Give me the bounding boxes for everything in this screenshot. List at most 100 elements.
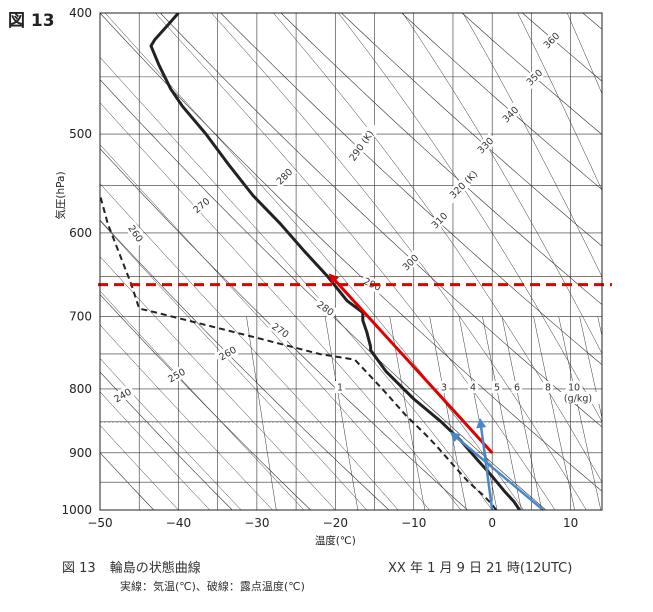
label-bg — [497, 101, 523, 127]
moist-adiabat-line — [272, 13, 602, 483]
dry-adiabat-line — [100, 294, 311, 510]
label-bg — [542, 381, 554, 393]
y-tick-label: 600 — [69, 226, 92, 240]
label-bg — [163, 364, 190, 387]
label-bg — [109, 384, 136, 407]
caption-legend-note: 実線：気温(℃)、破線：露点温度(℃) — [120, 580, 305, 593]
mixing-ratio-label: 1 — [337, 383, 343, 394]
moist-adiabat-line — [517, 13, 602, 191]
mixing-ratio-label: 3 — [441, 383, 447, 394]
y-tick-label: 400 — [69, 6, 92, 20]
caption-date: XX 年 1 月 9 日 21 時(12UTC) — [388, 561, 573, 576]
dry-adiabat-line — [159, 13, 602, 428]
grid-layer — [0, 0, 653, 510]
label-bg — [312, 296, 339, 320]
label-bg — [124, 220, 148, 247]
figure-caption: 図 13 輪島の状態曲線 — [62, 557, 201, 576]
label-bg — [214, 342, 241, 365]
plot-frame — [99, 12, 603, 511]
caption-number: 図 13 — [62, 561, 96, 576]
label-bg — [467, 381, 479, 393]
x-tick-label: 0 — [488, 516, 496, 530]
label-bg — [441, 162, 485, 206]
x-tick-label: −30 — [244, 516, 269, 530]
dry-adiabat-line — [100, 219, 390, 510]
mixing-ratio-label: 6 — [514, 383, 520, 394]
dry-adiabat-line — [340, 13, 602, 247]
mixing-ratio-line — [533, 316, 575, 510]
moist-adiabat-line — [462, 13, 602, 278]
mixing-ratio-line — [501, 316, 542, 510]
label-bg — [521, 64, 547, 90]
dry-adiabat-line — [100, 148, 468, 510]
dry-adiabat-line — [100, 79, 547, 510]
y-tick-label: 500 — [69, 127, 92, 141]
moist-adiabat-line — [100, 324, 273, 510]
moist-adiabat-line — [100, 220, 367, 510]
dry-adiabat-line — [575, 0, 653, 510]
label-bg — [472, 132, 498, 158]
blue-arrow — [476, 417, 494, 511]
dewpoint-line — [100, 191, 497, 510]
dry-adiabat-line — [0, 0, 75, 510]
series-layer — [100, 13, 521, 510]
dry-adiabat-line — [521, 13, 602, 82]
label-bg — [267, 318, 294, 342]
mixing-ratio-label: (g/kg) — [564, 394, 592, 405]
dry-adiabat-line — [461, 13, 602, 135]
y-tick-label: 800 — [69, 382, 92, 396]
mixing-ratio-label: 10 — [568, 383, 580, 394]
mixing-ratio-line — [597, 316, 602, 338]
mixing-ratio-line — [558, 316, 602, 510]
moist-adiabat-line — [100, 424, 179, 510]
label-bg — [397, 249, 423, 275]
axis-layer: −50 −40 −30 −20 −10 0 10 1000 900 800 700 600 500 400… — [54, 6, 578, 547]
label-bg — [556, 392, 600, 404]
x-tick-label: −10 — [401, 516, 426, 530]
label-bg — [271, 163, 297, 189]
temperature-line — [149, 13, 521, 510]
label-bg — [438, 381, 450, 393]
moist-adiabat-line — [566, 13, 602, 95]
moist-adiabat-line — [100, 256, 336, 510]
x-axis-label: 温度(℃) — [315, 534, 356, 547]
mixing-ratio-line — [458, 316, 498, 510]
mixing-ratio-line — [389, 316, 426, 510]
dry-adiabat-line — [401, 13, 602, 190]
moist-adiabat-line — [100, 56, 493, 510]
moist-adiabat-line — [337, 13, 602, 423]
moist-adiabat-line — [402, 13, 602, 355]
moist-adiabat-line — [211, 13, 587, 510]
x-tick-label: −50 — [87, 516, 112, 530]
y-axis-label: 気圧(hPa) — [54, 171, 67, 219]
moist-adiabat-line — [590, 0, 653, 510]
moist-adiabat-line — [100, 183, 399, 510]
label-bg — [565, 381, 583, 393]
mixing-ratio-line — [482, 316, 522, 510]
moist-adiabat-line — [100, 290, 305, 510]
y-tick-label: 900 — [69, 446, 92, 460]
x-tick-label: 10 — [563, 516, 578, 530]
label-bg — [188, 193, 215, 218]
dry-adiabat-line — [220, 13, 602, 366]
label-bg — [342, 121, 381, 169]
y-tick-label: 700 — [69, 310, 92, 324]
caption-title: 輪島の状態曲線 — [109, 561, 201, 576]
dry-adiabat-line — [100, 13, 602, 492]
dry-adiabat-line — [100, 371, 233, 510]
mixing-ratio-label: 5 — [494, 383, 500, 394]
label-bg — [538, 27, 564, 53]
annotation-layer — [98, 273, 612, 511]
moist-adiabat-line — [100, 357, 242, 510]
mixing-ratio-line — [429, 316, 467, 510]
mixing-ratio-line — [246, 316, 277, 510]
label-bg — [511, 381, 523, 393]
moist-adiabat-line — [154, 13, 556, 510]
mixing-ratio-line — [579, 316, 602, 420]
label-bg — [491, 381, 503, 393]
dry-adiabat-line — [100, 452, 154, 510]
moist-adiabat-line — [100, 144, 430, 510]
moist-adiabat-line — [104, 13, 524, 510]
